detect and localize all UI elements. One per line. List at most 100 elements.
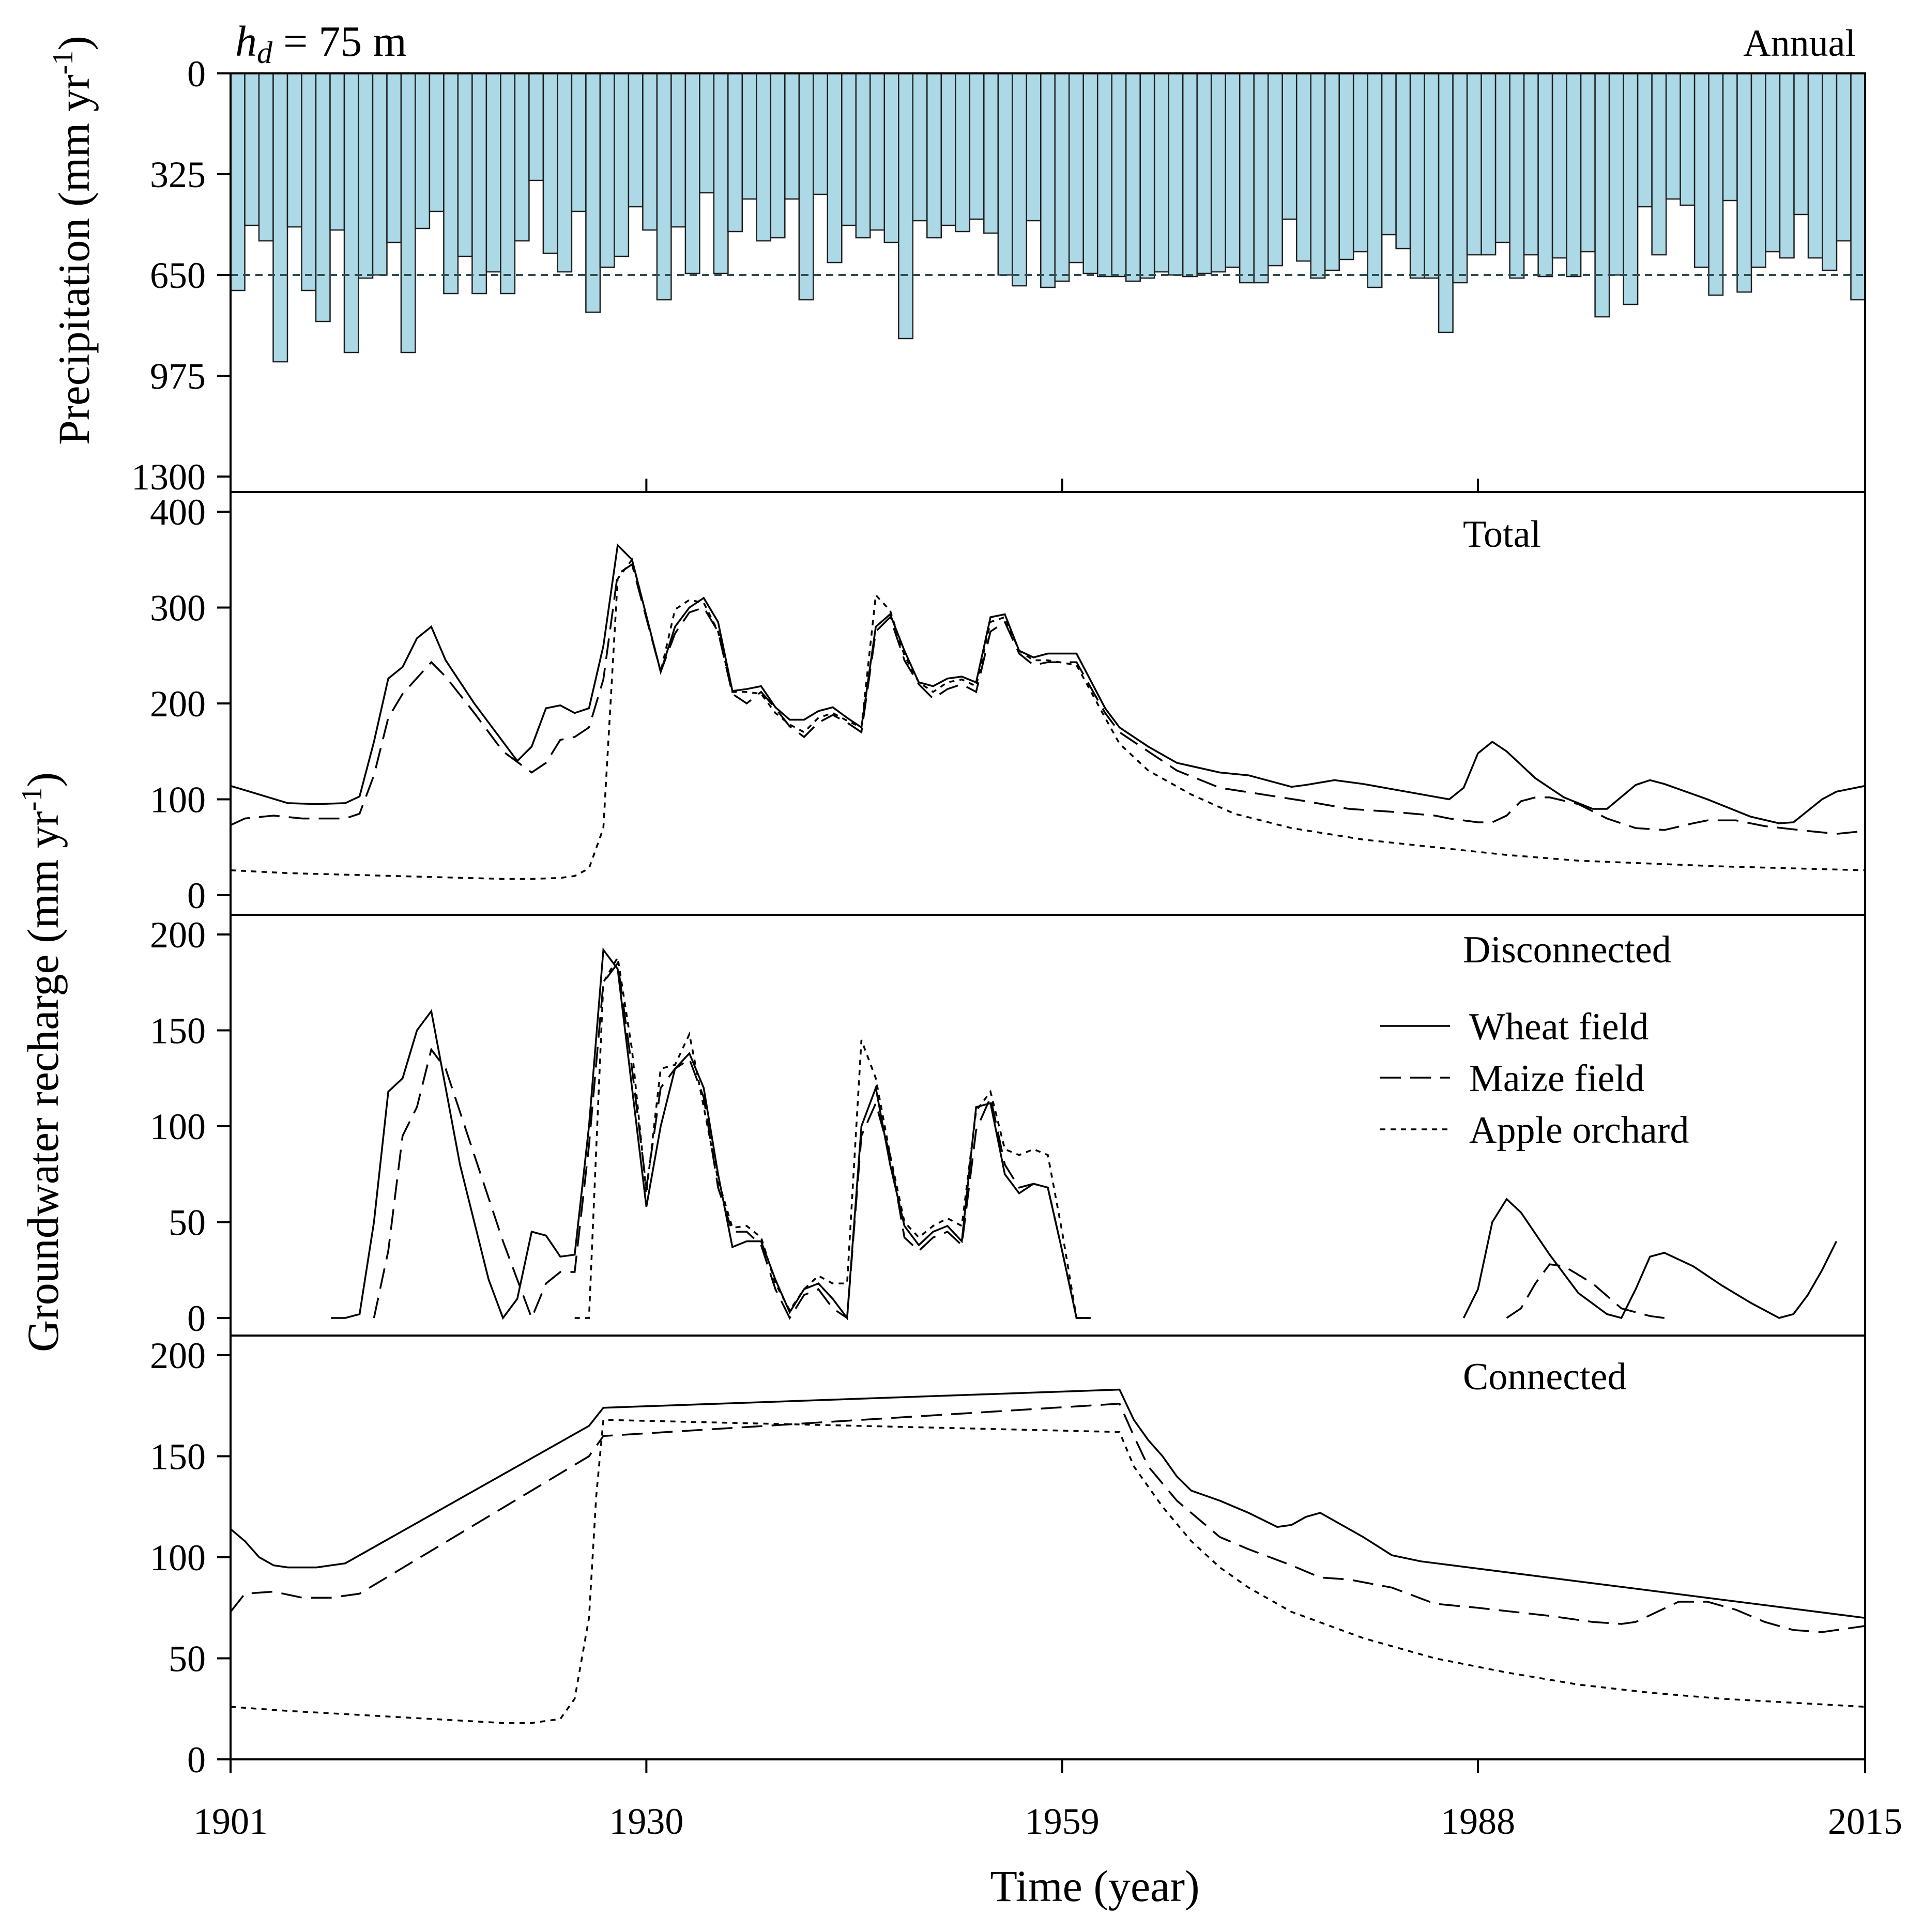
precip-bar-2013 bbox=[1822, 72, 1838, 271]
precip-bar-2008 bbox=[1750, 72, 1766, 268]
precip-bar-2005 bbox=[1708, 72, 1724, 296]
precip-bar-1966 bbox=[1153, 72, 1169, 273]
conn-series-apple-orchard-0 bbox=[230, 1419, 1866, 1724]
conn-ytick-label-4: 200 bbox=[150, 1335, 206, 1376]
precip-bar-1949 bbox=[912, 72, 928, 222]
precip-bar-1928 bbox=[614, 72, 630, 257]
precip-bar-1962 bbox=[1096, 72, 1112, 278]
precip-bar-1944 bbox=[841, 72, 857, 226]
outer-frame bbox=[230, 72, 1866, 1760]
precip-bar-1997 bbox=[1594, 72, 1610, 318]
precip-bar-1906 bbox=[301, 72, 317, 292]
precip-bar-1993 bbox=[1537, 72, 1553, 278]
precip-bar-1963 bbox=[1111, 72, 1127, 278]
total-recharge-panel: 0 100 200 300 400 bbox=[150, 492, 1866, 916]
precip-bar-1952 bbox=[955, 72, 971, 233]
precip-ytick-label-1: 325 bbox=[150, 154, 206, 195]
precip-bar-1985 bbox=[1424, 72, 1440, 279]
precip-bar-1911 bbox=[372, 72, 388, 276]
precip-bar-1974 bbox=[1267, 72, 1283, 267]
precip-ytick-label-4: 1300 bbox=[131, 456, 206, 498]
precip-bar-1996 bbox=[1580, 72, 1596, 253]
precip-bar-1973 bbox=[1253, 72, 1269, 284]
disconnected-recharge-panel: 0 50 100 150 200 bbox=[150, 914, 1838, 1339]
precip-bar-2015 bbox=[1850, 72, 1866, 301]
precip-bar-1931 bbox=[656, 72, 672, 301]
precip-bar-1971 bbox=[1225, 72, 1241, 268]
precip-bar-1967 bbox=[1168, 72, 1184, 276]
recharge-ylabel-close: ) bbox=[18, 772, 68, 787]
precip-bar-1924 bbox=[557, 72, 573, 273]
conn-ytick-label-2: 100 bbox=[150, 1537, 206, 1578]
precip-bar-1945 bbox=[855, 72, 871, 239]
precip-bar-1929 bbox=[628, 72, 644, 208]
connected-panel-title: Connected bbox=[1463, 1356, 1626, 1398]
precip-bar-1918 bbox=[471, 72, 487, 295]
total-ytick-label-3: 300 bbox=[150, 588, 206, 629]
precip-bar-1970 bbox=[1210, 72, 1226, 273]
legend: Wheat field Maize field Apple orchard bbox=[1380, 1006, 1689, 1152]
precip-bar-1915 bbox=[429, 72, 445, 212]
disc-ytick-label-3: 150 bbox=[150, 1010, 206, 1052]
precip-bar-1951 bbox=[940, 72, 956, 226]
recharge-ylabel-text: Groundwater recharge (mm yr bbox=[18, 811, 68, 1352]
precip-bar-1939 bbox=[770, 72, 786, 239]
recharge-ylabel: Groundwater recharge (mm yr-1) bbox=[16, 772, 68, 1352]
precip-panel-title: Annual bbox=[1743, 22, 1856, 65]
disc-series-wheat-field-1 bbox=[1462, 1198, 1838, 1320]
precip-bar-2003 bbox=[1680, 72, 1696, 206]
precip-bar-2010 bbox=[1779, 72, 1795, 259]
total-ytick-label-4: 400 bbox=[150, 492, 206, 533]
precip-bar-1968 bbox=[1182, 72, 1198, 278]
precip-bar-1947 bbox=[883, 72, 899, 243]
precip-bar-1940 bbox=[784, 72, 800, 200]
precip-bar-1976 bbox=[1295, 72, 1311, 262]
precip-bar-2001 bbox=[1651, 72, 1667, 256]
precip-bar-1955 bbox=[997, 72, 1013, 276]
total-series-apple-orchard-0 bbox=[230, 557, 1866, 880]
precip-bar-1902 bbox=[244, 72, 260, 226]
precip-bar-1990 bbox=[1494, 72, 1510, 243]
precip-bar-1926 bbox=[585, 72, 601, 313]
hd-annotation: hd = 75 m bbox=[235, 18, 407, 70]
precip-bar-1984 bbox=[1409, 72, 1425, 279]
precip-bar-1925 bbox=[571, 72, 587, 212]
precip-bar-1914 bbox=[415, 72, 431, 229]
precip-bar-1983 bbox=[1395, 72, 1411, 250]
precip-bar-2009 bbox=[1765, 72, 1781, 253]
precip-ylabel-sup: -1 bbox=[47, 51, 79, 75]
total-ytick-label-1: 100 bbox=[150, 779, 206, 821]
precip-bar-2012 bbox=[1807, 72, 1823, 259]
precip-bar-1950 bbox=[926, 72, 942, 239]
precip-bar-1961 bbox=[1082, 72, 1098, 274]
precip-bar-2004 bbox=[1693, 72, 1710, 268]
xtick-label-1988: 1988 bbox=[1441, 1801, 1515, 1842]
precip-bar-1956 bbox=[1012, 72, 1028, 287]
precip-bar-1908 bbox=[329, 72, 345, 231]
precip-bar-1948 bbox=[898, 72, 914, 340]
precip-bar-1946 bbox=[869, 72, 886, 231]
precip-bar-2011 bbox=[1793, 72, 1809, 216]
hd-italic: h bbox=[235, 18, 257, 66]
xtick-label-2015: 2015 bbox=[1828, 1801, 1902, 1842]
precip-bar-2002 bbox=[1665, 72, 1681, 200]
precip-ylabel-text: Precipitation (mm yr bbox=[49, 74, 99, 445]
precip-bar-1975 bbox=[1281, 72, 1298, 220]
precip-bar-1942 bbox=[813, 72, 829, 195]
disc-series-maize-field-0 bbox=[373, 961, 1091, 1321]
precip-bar-1941 bbox=[798, 72, 814, 301]
precip-bar-1933 bbox=[684, 72, 700, 274]
conn-ytick-label-0: 0 bbox=[187, 1739, 206, 1781]
precip-ytick-label-3: 975 bbox=[150, 356, 206, 397]
precip-bar-1903 bbox=[258, 72, 274, 242]
precip-bar-1921 bbox=[514, 72, 530, 242]
precip-bar-1901 bbox=[230, 72, 246, 292]
legend-wheat-label: Wheat field bbox=[1469, 1006, 1649, 1048]
precip-bar-1998 bbox=[1608, 72, 1624, 276]
precip-ytick-label-2: 650 bbox=[150, 255, 206, 296]
precip-bar-1927 bbox=[599, 72, 615, 268]
precip-bar-1965 bbox=[1139, 72, 1155, 279]
precip-bar-1964 bbox=[1125, 72, 1141, 282]
precip-bar-1988 bbox=[1466, 72, 1482, 256]
precip-bar-1991 bbox=[1509, 72, 1525, 279]
